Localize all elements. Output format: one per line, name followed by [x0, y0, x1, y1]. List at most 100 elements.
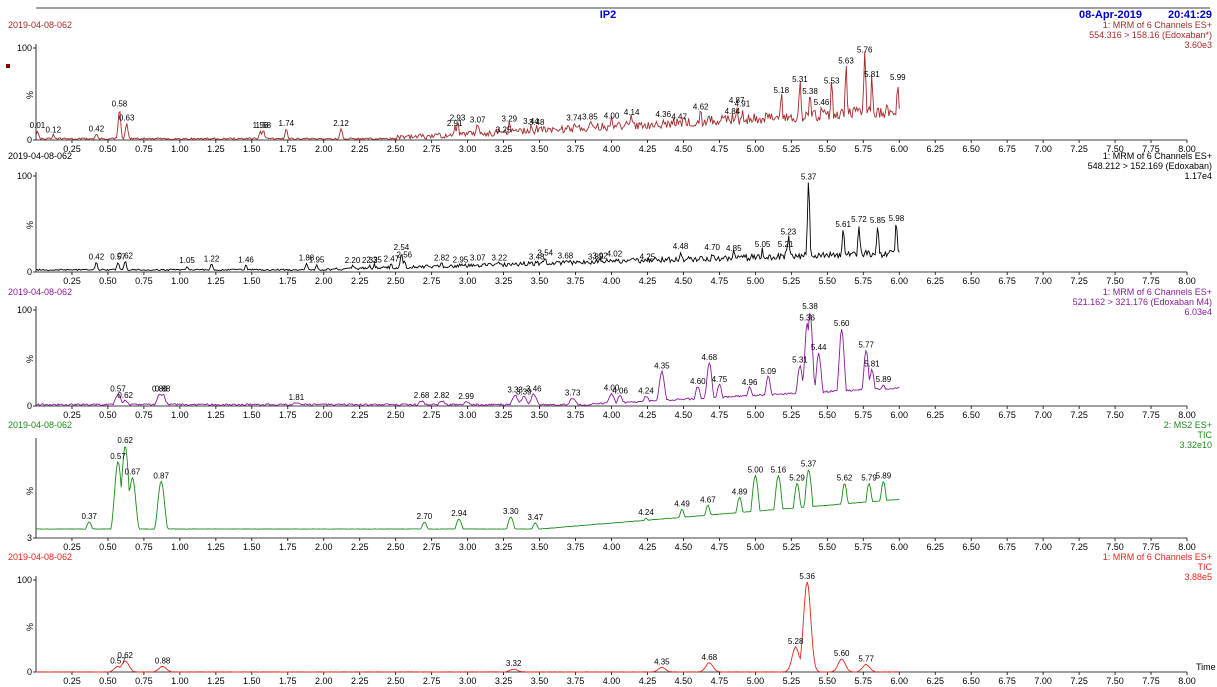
- peak-label: 5.89: [876, 472, 892, 481]
- x-tick-label: 6.75: [998, 676, 1016, 686]
- peak-label: 0.57: [110, 252, 126, 261]
- x-tick-label: 0.25: [63, 542, 81, 552]
- peak-label: 3.07: [470, 253, 486, 262]
- x-tick-label: 0.75: [135, 144, 153, 154]
- x-tick-label: 6.00: [890, 144, 908, 154]
- peak-label: 0.86: [152, 384, 168, 393]
- channel-label: 1: MRM of 6 Channels ES+: [1103, 552, 1212, 562]
- x-tick-label: 0.25: [63, 276, 81, 286]
- trace-panel-3: 2019-04-08-062 1: MRM of 6 Channels ES+52…: [8, 287, 1212, 420]
- x-tick-label: 2.50: [387, 542, 405, 552]
- peak-label: 4.67: [700, 495, 716, 504]
- y-tick-label: 100: [17, 575, 32, 585]
- x-tick-label: 6.50: [962, 144, 980, 154]
- x-tick-label: 7.50: [1106, 410, 1124, 420]
- report-date: 08-Apr-2019: [1079, 9, 1142, 21]
- x-tick-label: 4.25: [639, 410, 657, 420]
- peak-label: 1.74: [279, 119, 295, 128]
- transition-label: TIC: [1198, 562, 1213, 572]
- x-tick-label: 4.25: [639, 542, 657, 552]
- peak-label: 4.49: [674, 499, 690, 508]
- x-tick-label: 4.00: [603, 410, 621, 420]
- peak-label: 3.25: [496, 125, 512, 134]
- report-title: IP2: [600, 9, 617, 21]
- x-tick-label: 3.50: [531, 276, 549, 286]
- peak-label: 3.74: [566, 113, 582, 122]
- peak-label: 4.36: [656, 110, 672, 119]
- peak-label: 5.63: [838, 56, 854, 65]
- x-tick-label: 0.75: [135, 676, 153, 686]
- x-tick-label: 1.00: [171, 144, 189, 154]
- peak-label: 4.24: [638, 508, 654, 517]
- x-tick-label: 1.25: [207, 542, 225, 552]
- intensity-label: 3.88e5: [1184, 572, 1212, 582]
- peak-label: 1.22: [204, 254, 220, 263]
- channel-label: 1: MRM of 6 Channels ES+: [1103, 151, 1212, 161]
- x-tick-label: 7.50: [1106, 276, 1124, 286]
- x-tick-label: 4.75: [711, 144, 729, 154]
- x-tick-label: 4.00: [603, 276, 621, 286]
- peak-label: 0.01: [30, 121, 46, 130]
- y-axis-label: %: [25, 487, 35, 495]
- x-tick-label: 5.75: [855, 144, 873, 154]
- x-tick-label: 1.50: [243, 542, 261, 552]
- peak-label: 3.07: [470, 115, 486, 124]
- x-tick-label: 2.25: [351, 542, 369, 552]
- x-tick-label: 2.25: [351, 276, 369, 286]
- peak-label: 2.54: [394, 243, 410, 252]
- peak-label: 5.60: [834, 319, 850, 328]
- transition-label: 554.316 > 158.16 (Edoxaban*): [1089, 30, 1212, 40]
- x-tick-label: 2.75: [423, 276, 441, 286]
- x-tick-label: 1.00: [171, 276, 189, 286]
- x-tick-label: 3.25: [495, 542, 513, 552]
- peak-label: 4.14: [624, 108, 640, 117]
- peak-label: 4.35: [654, 657, 670, 666]
- peak-label: 1.05: [179, 256, 195, 265]
- peak-label: 5.99: [890, 73, 906, 82]
- peak-label: 2.70: [417, 512, 433, 521]
- peak-label: 0.57: [110, 656, 126, 665]
- x-tick-label: 8.00: [1178, 144, 1196, 154]
- peak-label: 5.77: [858, 340, 874, 349]
- peak-label: 2.93: [450, 113, 466, 122]
- x-tick-label: 1.75: [279, 542, 297, 552]
- x-tick-label: 7.00: [1034, 542, 1052, 552]
- y-axis-label: %: [25, 91, 35, 99]
- peak-label: 4.60: [690, 377, 706, 386]
- peak-label: 5.72: [851, 215, 867, 224]
- peak-label: 0.12: [45, 125, 61, 134]
- x-tick-label: 1.50: [243, 144, 261, 154]
- x-tick-label: 6.00: [890, 410, 908, 420]
- x-tick-label: 1.00: [171, 542, 189, 552]
- x-tick-label: 2.75: [423, 410, 441, 420]
- x-tick-label: 7.00: [1034, 676, 1052, 686]
- x-tick-label: 2.50: [387, 276, 405, 286]
- x-tick-label: 2.25: [351, 676, 369, 686]
- peak-label: 0.88: [155, 656, 171, 665]
- x-tick-label: 6.50: [962, 410, 980, 420]
- peak-label: 2.95: [453, 255, 469, 264]
- x-tick-label: 6.00: [890, 542, 908, 552]
- peak-label: 5.38: [802, 302, 818, 311]
- peak-label: 4.68: [702, 353, 718, 362]
- x-tick-label: 1.50: [243, 276, 261, 286]
- x-tick-label: 1.75: [279, 410, 297, 420]
- x-tick-label: 2.50: [387, 144, 405, 154]
- x-tick-label: 0.50: [99, 542, 117, 552]
- x-tick-label: 3.25: [495, 276, 513, 286]
- x-tick-label: 3.75: [567, 276, 585, 286]
- peak-label: 5.46: [814, 98, 830, 107]
- x-tick-label: 2.75: [423, 676, 441, 686]
- peak-label: 5.79: [861, 474, 877, 483]
- trace-panel-2: 2019-04-08-062 1: MRM of 6 Channels ES+54…: [8, 151, 1212, 286]
- trace-line: [35, 446, 900, 530]
- x-tick-label: 7.50: [1106, 542, 1124, 552]
- x-tick-label: 5.00: [747, 410, 765, 420]
- peak-label: 5.18: [773, 86, 789, 95]
- peak-label: 5.85: [870, 216, 886, 225]
- peak-label: 5.62: [837, 474, 853, 483]
- trace-line: [35, 312, 900, 407]
- x-tick-label: 0.25: [63, 144, 81, 154]
